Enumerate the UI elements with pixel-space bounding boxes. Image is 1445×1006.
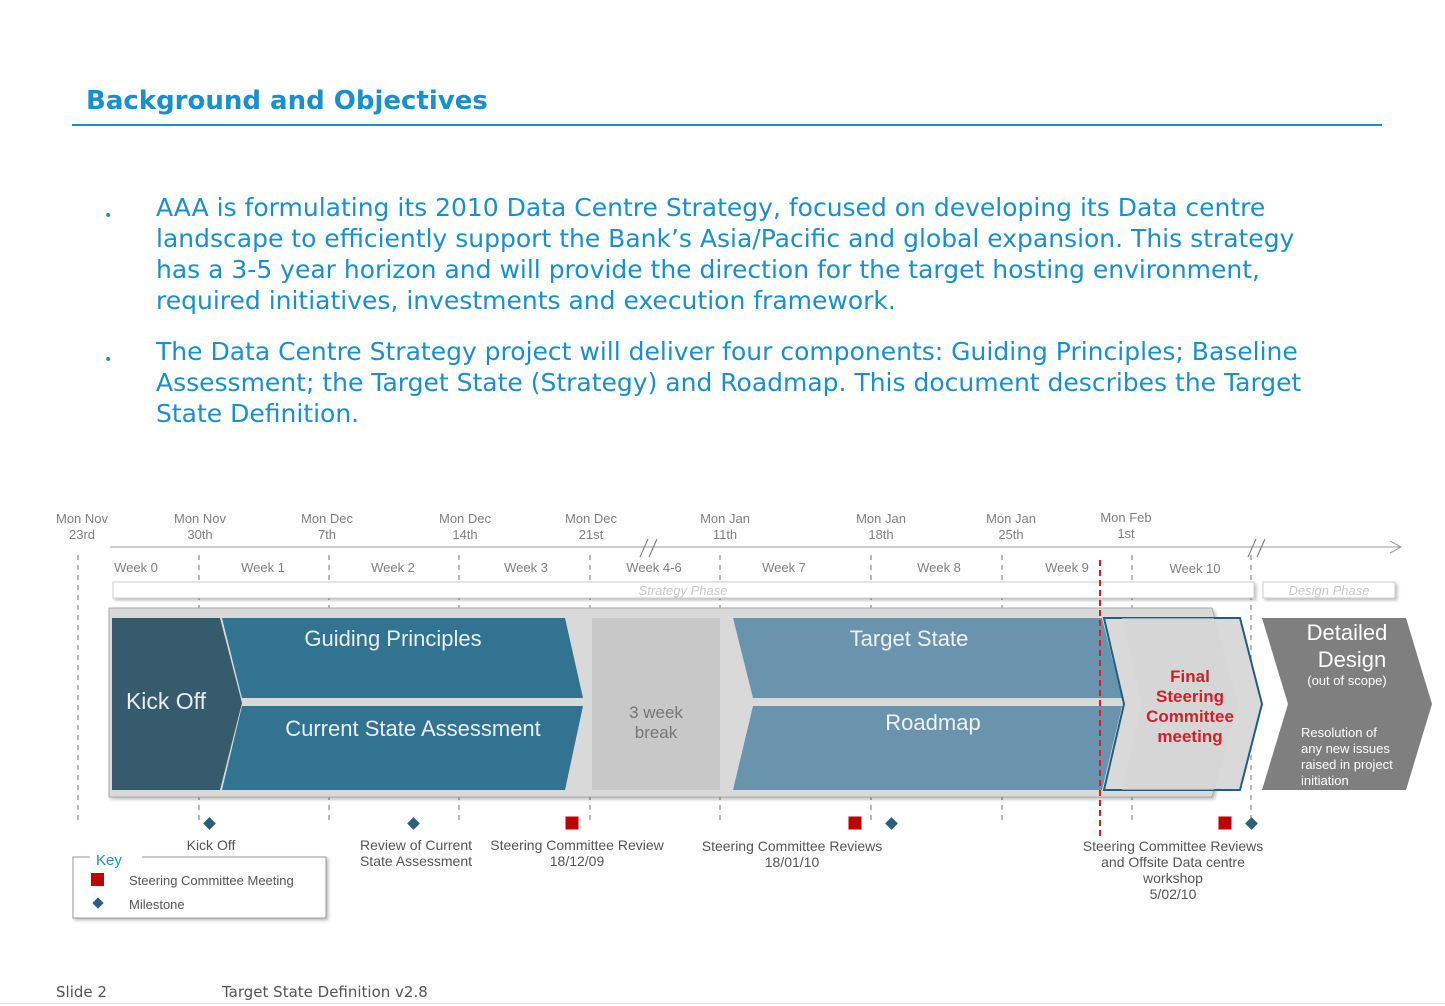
design-phase-label: Design Phase <box>1289 583 1370 598</box>
meeting-marker <box>91 873 104 886</box>
legend-box <box>72 856 327 919</box>
milestone-marker <box>1245 817 1258 830</box>
document-title: Target State Definition v2.8 <box>222 983 428 1001</box>
week-label: Week 0 <box>114 560 158 575</box>
milestone-marker <box>407 817 420 830</box>
title-underline <box>72 124 1382 126</box>
week-label: Week 4-6 <box>626 560 681 575</box>
roadmap-label: Roadmap <box>885 710 980 735</box>
date-label: 25th <box>998 527 1023 542</box>
detailed-design-scope: (out of scope) <box>1307 673 1387 688</box>
event-caption: Steering Committee Reviews <box>702 838 883 854</box>
event-caption: Steering Committee Reviews <box>1083 838 1264 854</box>
event-caption: 18/01/10 <box>765 854 820 870</box>
date-label: Mon Dec <box>439 511 492 526</box>
bullet-text: The Data Centre Strategy project will de… <box>156 337 1302 428</box>
time-axis <box>110 538 1403 558</box>
event-caption: 18/12/09 <box>550 853 605 869</box>
date-label: Mon Nov <box>174 511 227 526</box>
event-caption: and Offsite Data centre <box>1101 854 1245 870</box>
final-steering-label: Steering <box>1156 687 1224 706</box>
footer-divider <box>0 1003 1445 1004</box>
break-label: break <box>635 723 678 742</box>
bullet-2: • The Data Centre Strategy project will … <box>104 336 1304 436</box>
date-label: 1st <box>1117 526 1135 541</box>
event-caption: Kick Off <box>187 837 236 853</box>
date-label: 21st <box>579 527 604 542</box>
guiding-principles-label: Guiding Principles <box>304 626 481 651</box>
final-steering-label: meeting <box>1157 727 1222 746</box>
break-label: 3 week <box>629 703 683 722</box>
detailed-design-label: Design <box>1318 647 1386 672</box>
detailed-design-note: Resolution of <box>1301 725 1377 740</box>
date-label: Mon Jan <box>856 511 906 526</box>
break-block <box>592 618 720 790</box>
date-label: Mon Dec <box>565 511 618 526</box>
date-label: 23rd <box>69 527 95 542</box>
detailed-design-note: any new issues <box>1301 741 1390 756</box>
date-label: Mon Nov <box>56 511 109 526</box>
detailed-design-label: Detailed <box>1307 620 1388 645</box>
event-caption: Steering Committee Review <box>490 837 664 853</box>
week-label: Week 3 <box>504 560 548 575</box>
strategy-phase-bar <box>112 581 1255 599</box>
meeting-marker <box>1217 815 1233 831</box>
date-label: 14th <box>452 527 477 542</box>
final-steering-label: Committee <box>1146 707 1234 726</box>
legend-meeting-label: Steering Committee Meeting <box>129 873 294 888</box>
legend-title: Key <box>96 852 122 869</box>
design-phase-bar <box>1262 581 1396 599</box>
week-label: Week 10 <box>1169 561 1220 576</box>
date-label: 30th <box>187 527 212 542</box>
meeting-marker <box>564 815 580 831</box>
event-caption: 5/02/10 <box>1150 886 1197 902</box>
week-label: Week 2 <box>371 560 415 575</box>
week-label: Week 8 <box>917 560 961 575</box>
current-state-label: Current State Assessment <box>285 716 541 741</box>
slide-title: Background and Objectives <box>86 86 488 116</box>
milestone-marker <box>885 817 898 830</box>
event-caption: workshop <box>1142 870 1203 886</box>
milestone-marker <box>203 817 216 830</box>
week-label: Week 1 <box>241 560 285 575</box>
week-label: Week 9 <box>1045 560 1089 575</box>
meeting-marker <box>847 815 863 831</box>
date-label: Mon Feb <box>1100 510 1151 525</box>
event-caption: State Assessment <box>360 853 472 869</box>
detailed-design-block <box>1262 618 1432 790</box>
date-label: 18th <box>868 527 893 542</box>
bullet-1: • AAA is formulating its 2010 Data Centr… <box>104 192 1304 322</box>
final-steering-inner <box>1122 618 1238 790</box>
date-label: Mon Dec <box>301 511 354 526</box>
bullet-marker: • <box>104 352 113 368</box>
kickoff-label: Kick Off <box>126 688 207 714</box>
slide-number: Slide 2 <box>56 983 107 1001</box>
final-steering-label: Final <box>1170 667 1210 686</box>
legend-milestone-label: Milestone <box>129 897 185 912</box>
event-caption: Review of Current <box>360 837 472 853</box>
roadmap-block <box>733 706 1122 790</box>
date-label: Mon Jan <box>700 511 750 526</box>
detailed-design-note: initiation <box>1301 773 1349 788</box>
date-label: 7th <box>318 527 336 542</box>
bullet-marker: • <box>104 208 113 224</box>
bullet-text: AAA is formulating its 2010 Data Centre … <box>156 193 1295 315</box>
detailed-design-note: raised in project <box>1301 757 1393 772</box>
week-label: Week 7 <box>762 560 806 575</box>
strategy-phase-label: Strategy Phase <box>639 583 728 598</box>
current-state-block <box>222 706 583 790</box>
date-label: 11th <box>713 527 737 542</box>
date-label: Mon Jan <box>986 511 1036 526</box>
legend: Key Steering Committee Meeting Milestone <box>72 850 327 919</box>
project-timeline: Mon Nov 23rd Mon Nov 30th Mon Dec 7th Mo… <box>56 510 1432 919</box>
target-state-block <box>733 618 1122 698</box>
kickoff-block <box>112 618 242 790</box>
guiding-principles-block <box>222 618 583 698</box>
target-state-label: Target State <box>850 626 969 651</box>
